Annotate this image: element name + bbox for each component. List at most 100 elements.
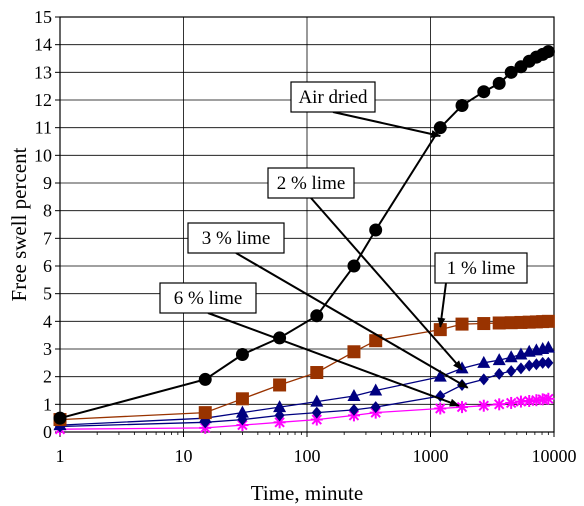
annotation-box — [187, 222, 285, 254]
data-point-star — [514, 395, 527, 408]
y-tick-label: 0 — [43, 422, 52, 442]
data-point-square — [235, 392, 249, 406]
annotation-callout: 3 % lime — [187, 222, 285, 254]
y-tick-label: 8 — [43, 201, 52, 221]
data-point-circle — [347, 259, 361, 273]
x-tick-label: 10 — [175, 446, 193, 466]
y-tick-label: 10 — [34, 145, 52, 165]
x-tick-label: 10000 — [532, 446, 577, 466]
data-point-triangle — [504, 350, 518, 363]
data-point-star — [434, 402, 447, 415]
annotation-arrow — [310, 197, 463, 371]
data-point-circle — [235, 348, 249, 362]
x-tick-label: 1000 — [413, 446, 449, 466]
y-tick-label: 11 — [35, 118, 52, 138]
data-point-star — [505, 396, 518, 409]
data-point-triangle — [433, 369, 447, 382]
data-point-star — [456, 401, 469, 414]
data-point-diamond — [370, 401, 381, 414]
data-point-diamond — [274, 409, 285, 422]
annotation-arrows — [207, 111, 469, 407]
data-point-triangle — [369, 383, 383, 396]
data-point-circle — [310, 309, 324, 323]
annotation-box — [434, 252, 528, 284]
data-point-triangle — [235, 405, 249, 418]
series-6-lime — [54, 392, 555, 436]
data-point-triangle — [310, 394, 324, 407]
annotation-arrow — [332, 111, 442, 138]
y-tick-label: 15 — [34, 7, 52, 27]
data-point-circle — [53, 411, 67, 425]
data-point-star — [477, 399, 490, 412]
series-1-lime — [53, 314, 555, 427]
data-point-triangle — [273, 400, 287, 413]
annotations: Air dried 2 % lime 3 % lime 1 % lime 6 % lim… — [159, 81, 528, 314]
y-tick-label: 6 — [43, 256, 52, 276]
data-point-diamond — [506, 365, 517, 378]
annotation-box — [267, 167, 355, 199]
annotation-callout: 2 % lime — [267, 167, 355, 199]
data-point-circle — [369, 223, 383, 237]
y-tick-label: 13 — [34, 62, 52, 82]
data-point-square — [347, 345, 361, 359]
y-tick-label: 14 — [34, 35, 52, 55]
series-air-dried — [53, 45, 555, 425]
data-point-diamond — [531, 358, 542, 371]
y-tick-label: 7 — [43, 228, 52, 248]
data-point-diamond — [543, 356, 554, 369]
annotation-callout: 6 % lime — [159, 282, 257, 314]
y-tick-label: 5 — [43, 284, 52, 304]
x-tick-label: 100 — [294, 446, 321, 466]
annotation-label: Air dried — [298, 87, 368, 108]
series-line — [59, 320, 549, 421]
data-point-star — [493, 398, 506, 411]
data-point-triangle — [541, 340, 555, 353]
series-line — [59, 362, 549, 428]
data-point-circle — [541, 45, 555, 59]
annotation-box — [290, 81, 376, 113]
data-point-circle — [477, 85, 491, 99]
annotation-label: 2 % lime — [277, 173, 346, 194]
y-tick-label: 2 — [43, 367, 52, 387]
annotation-label: 1 % lime — [447, 258, 516, 279]
y-tick-label: 3 — [43, 339, 52, 359]
data-point-square — [477, 317, 491, 331]
annotation-arrow — [207, 312, 460, 407]
data-point-square — [492, 316, 506, 330]
x-tick-label: 1 — [56, 446, 65, 466]
data-point-diamond — [478, 373, 489, 386]
annotation-label: 6 % lime — [174, 288, 243, 309]
data-point-triangle — [492, 353, 506, 366]
x-axis-title: Time, minute — [251, 481, 363, 505]
annotation-box — [159, 282, 257, 314]
y-tick-label: 12 — [34, 90, 52, 110]
series — [53, 45, 555, 436]
data-point-square — [455, 317, 469, 331]
data-point-square — [198, 406, 212, 420]
y-tick-label: 1 — [43, 394, 52, 414]
y-axis-title: Free swell percent — [7, 147, 31, 301]
data-point-diamond — [311, 406, 322, 419]
data-point-triangle — [347, 389, 361, 402]
grid — [59, 16, 555, 433]
data-point-diamond — [515, 362, 526, 375]
annotation-callout: 1 % lime — [434, 252, 528, 284]
y-tick-label: 4 — [43, 311, 52, 331]
annotation-callout: Air dried — [290, 81, 376, 113]
data-point-diamond — [348, 403, 359, 416]
data-point-star — [542, 392, 555, 405]
data-point-diamond — [494, 367, 505, 380]
data-point-diamond — [537, 356, 548, 369]
data-point-star — [273, 416, 286, 429]
annotation-arrow — [235, 252, 469, 389]
annotation-arrow — [437, 282, 447, 328]
data-point-square — [541, 314, 555, 328]
data-point-circle — [433, 121, 447, 135]
data-point-circle — [455, 99, 469, 113]
annotation-label: 3 % lime — [202, 228, 271, 249]
data-point-square — [273, 378, 287, 392]
data-point-circle — [198, 372, 212, 386]
data-point-circle — [504, 65, 518, 79]
data-point-triangle — [477, 355, 491, 368]
